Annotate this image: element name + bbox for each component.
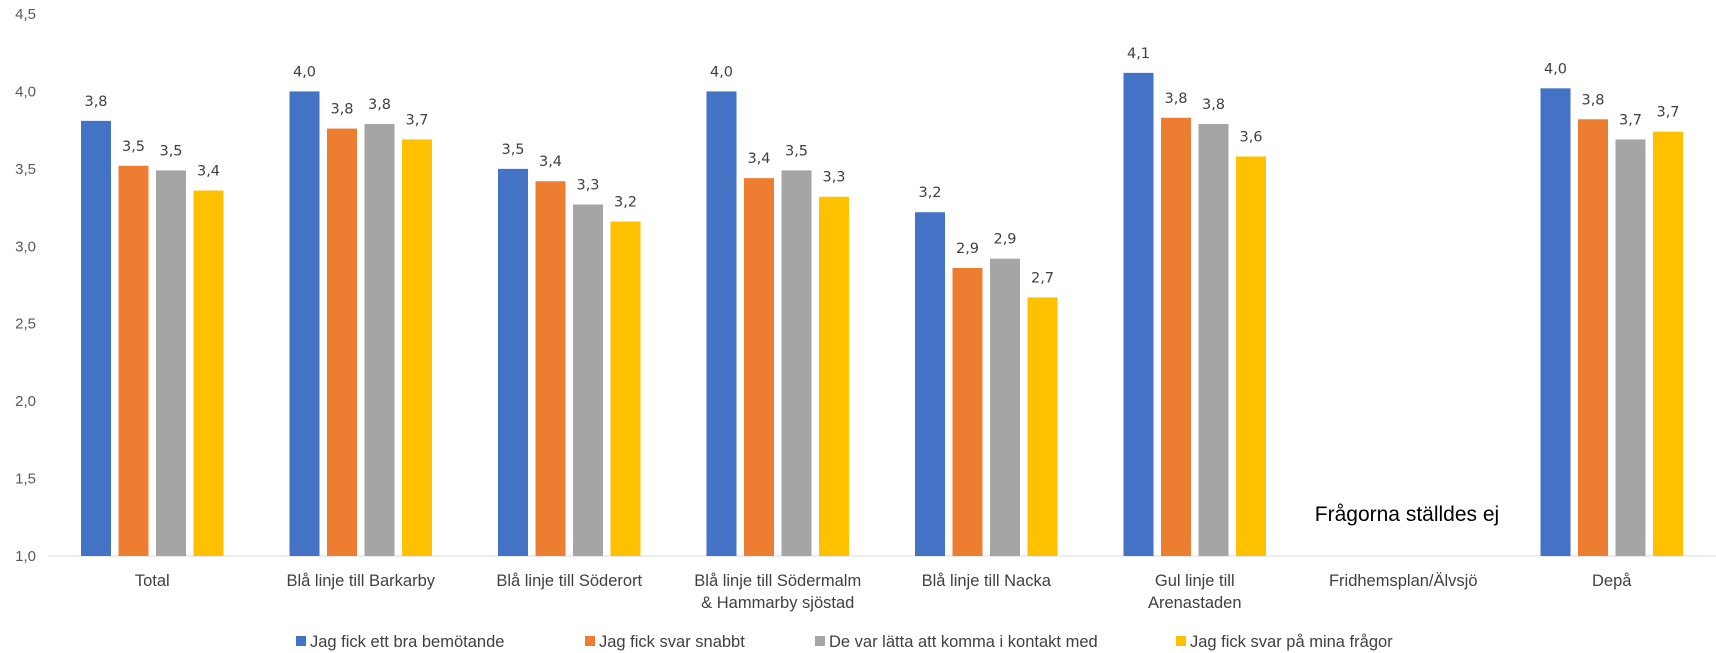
y-tick-label: 1,5 [15,471,36,488]
legend-swatch [585,636,595,646]
data-label: 3,7 [1619,112,1642,128]
y-tick-label: 4,0 [15,83,36,100]
data-label: 3,2 [918,185,941,201]
y-tick-label: 1,0 [15,548,36,565]
bar [1123,72,1154,557]
data-labels-group: 3,8 3,5 3,5 3,4 4,0 3,8 3,8 3,7 3,5 3,4 3,3 3,2 4,0 3… [84,46,1679,287]
bar [610,221,641,556]
data-label: 3,7 [405,112,428,128]
data-label: 3,2 [614,195,637,211]
bar [81,120,111,556]
bar [327,128,357,556]
bar [498,168,528,556]
data-label: 4,0 [1544,61,1567,77]
data-label: 3,6 [1239,129,1262,145]
bar [990,258,1020,556]
legend-label: Jag fick svar på mina frågor [1190,633,1393,651]
data-label: 4,0 [293,64,316,80]
bar [1198,123,1229,556]
data-label: 3,3 [576,177,599,193]
category-label: Depå [1592,572,1632,590]
data-label: 3,8 [330,102,353,118]
legend-label: Jag fick svar snabbt [599,633,745,651]
bar [781,170,812,557]
legend: Jag fick ett bra bemötande Jag fick svar … [296,633,1393,651]
bar [573,204,603,556]
data-label: 3,4 [747,151,770,167]
legend-swatch [296,636,306,646]
bars-group [81,72,1683,557]
bar [819,196,849,556]
category-label: Fridhemsplan/Älvsjö [1329,572,1478,590]
bar [1236,156,1266,556]
bar [952,267,983,556]
data-label: 3,7 [1656,105,1679,121]
data-label: 3,8 [84,94,107,110]
bar [1653,131,1683,557]
data-label: 3,8 [1164,91,1187,107]
bar [193,190,224,556]
y-axis-ticks: 1,0 1,5 2,0 2,5 3,0 3,5 4,0 4,5 [15,6,36,565]
data-label: 3,5 [122,139,145,155]
data-label: 3,5 [159,143,182,159]
annotation-not-asked: Frågorna ställdes ej [1315,503,1499,526]
category-label: Blå linje till Nacka [922,572,1052,590]
legend-label: Jag fick ett bra bemötande [310,633,504,651]
bar [156,170,186,557]
data-label: 3,3 [822,170,845,186]
bar [118,165,149,556]
data-label: 3,4 [539,154,562,170]
category-label: Blå linje till Söderort [496,572,642,590]
y-tick-label: 3,0 [15,238,36,255]
bar [1615,139,1646,557]
y-tick-label: 4,5 [15,6,36,23]
bar [402,139,432,557]
data-label: 4,0 [710,64,733,80]
bar [1578,119,1608,556]
legend-label: De var lätta att komma i kontakt med [829,633,1098,651]
category-label: Blå linje till Barkarby [286,572,435,590]
bar [706,91,737,556]
data-label: 3,8 [1581,92,1604,108]
y-tick-label: 3,5 [15,161,36,178]
legend-swatch [1176,636,1186,646]
data-label: 2,7 [1031,270,1054,286]
data-label: 3,4 [197,164,220,180]
bar [1027,297,1058,556]
data-label: 3,5 [501,142,524,158]
category-label: Arenastaden [1148,594,1242,612]
bar [1161,117,1191,557]
y-tick-label: 2,5 [15,316,36,333]
bar [289,91,320,556]
data-label: 2,9 [993,232,1016,248]
data-label: 3,8 [1202,97,1225,113]
category-label: & Hammarby sjöstad [701,594,854,612]
y-tick-label: 2,0 [15,393,36,410]
bar [364,123,395,556]
category-labels-group: Total Blå linje till Barkarby Blå linje ti… [135,572,1632,612]
legend-swatch [815,636,825,646]
category-label: Gul linje till [1155,572,1235,590]
category-label: Blå linje till Södermalm [694,572,861,590]
bar [1540,88,1571,557]
data-label: 2,9 [956,241,979,257]
bar [744,178,774,557]
bar [915,212,945,556]
data-label: 3,5 [785,143,808,159]
bar [535,181,566,556]
category-label: Total [135,572,170,590]
data-label: 3,8 [368,97,391,113]
data-label: 4,1 [1127,46,1150,62]
